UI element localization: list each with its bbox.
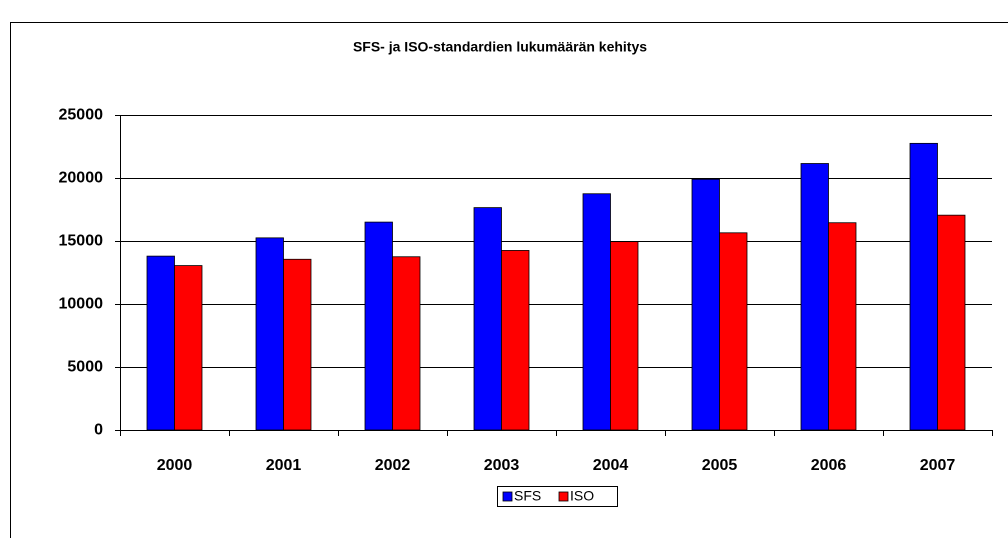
bar xyxy=(255,237,284,431)
bar xyxy=(174,265,203,431)
legend-swatch xyxy=(502,491,513,502)
x-tick-label: 2001 xyxy=(266,457,302,474)
y-tick-label: 20000 xyxy=(59,170,104,187)
x-tick-label: 2005 xyxy=(702,457,738,474)
bar xyxy=(364,221,393,431)
bar xyxy=(283,258,312,431)
bar xyxy=(800,163,829,431)
y-tick-label: 10000 xyxy=(59,296,104,313)
legend-swatch xyxy=(558,491,569,502)
x-tick-label: 2002 xyxy=(375,457,411,474)
y-tick-label: 25000 xyxy=(59,107,104,124)
legend-label: ISO xyxy=(570,488,594,504)
bar xyxy=(473,207,502,431)
bar xyxy=(392,256,421,431)
y-tick-label: 15000 xyxy=(59,233,104,250)
legend-label: SFS xyxy=(514,488,541,504)
bar xyxy=(610,241,639,431)
y-tick-label: 5000 xyxy=(67,359,103,376)
bar xyxy=(146,255,175,431)
x-tick-label: 2004 xyxy=(593,457,629,474)
chart-title: SFS- ja ISO-standardien lukumäärän kehit… xyxy=(353,39,647,55)
legend-box xyxy=(497,486,618,507)
x-tick-label: 2000 xyxy=(157,457,193,474)
bar xyxy=(828,222,857,431)
bar xyxy=(909,142,938,431)
bar xyxy=(501,250,530,431)
bar xyxy=(691,178,720,431)
bar xyxy=(719,232,748,431)
x-tick-label: 2006 xyxy=(811,457,847,474)
x-tick-label: 2007 xyxy=(920,457,956,474)
x-tick-label: 2003 xyxy=(484,457,520,474)
bar xyxy=(937,214,966,431)
bar xyxy=(582,193,611,431)
y-tick-label: 0 xyxy=(94,422,103,439)
